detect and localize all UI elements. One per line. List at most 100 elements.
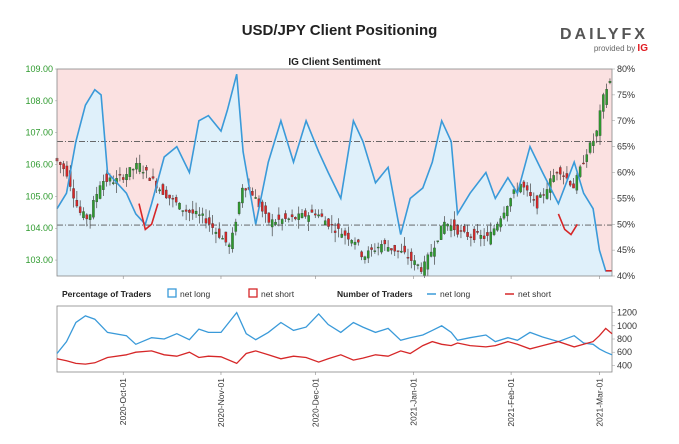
legend-count-net-short-label: net short <box>518 289 552 299</box>
candle-body <box>323 220 327 226</box>
right-tick-label: 55% <box>617 193 635 203</box>
net-short-pct-line <box>557 213 578 236</box>
candle-body <box>575 175 579 191</box>
candle-body <box>482 235 486 239</box>
candle-body <box>221 238 224 240</box>
candle-body <box>380 244 383 253</box>
candle-body <box>145 167 148 171</box>
candle-body <box>605 89 608 105</box>
candle-body <box>489 231 493 245</box>
candle-body <box>65 165 69 177</box>
candle-body <box>419 267 423 272</box>
candle-body <box>224 231 228 243</box>
candle-body <box>125 174 128 181</box>
candle-body <box>194 210 198 215</box>
right-tick-label: 50% <box>617 219 635 229</box>
candle-body <box>184 209 188 212</box>
candle-body <box>578 166 582 177</box>
candle-body <box>158 189 161 192</box>
candle-body <box>165 189 168 199</box>
candle-body <box>568 181 572 186</box>
candle-body <box>472 228 476 241</box>
candle-body <box>386 247 390 252</box>
candle-body <box>237 202 241 214</box>
x-tick-label: 2020-Dec-01 <box>311 378 321 427</box>
bottom-panel-frame <box>56 305 613 373</box>
candle-body <box>118 174 122 176</box>
candle-body <box>383 240 387 245</box>
legend-percentage-title: Percentage of Traders <box>62 289 152 299</box>
candle-body <box>284 213 287 219</box>
candle-body <box>502 212 506 219</box>
logo-word-left: DAILY <box>560 26 622 43</box>
candle-body <box>535 195 539 209</box>
candle-body <box>174 197 178 203</box>
candle-body <box>138 163 142 172</box>
ig-logo-mark: IG <box>637 43 648 54</box>
candle-body <box>59 162 62 165</box>
net-short-pct-line <box>138 203 159 231</box>
candle-body <box>148 177 151 181</box>
candle-body <box>191 209 195 214</box>
candle-body <box>337 223 340 229</box>
right-tick-label: 80% <box>617 64 635 74</box>
count-tick-label: 1200 <box>617 308 637 318</box>
net-long-pct-line <box>56 73 612 272</box>
candle-body <box>340 233 344 238</box>
candle-body <box>479 234 483 239</box>
candle-body <box>254 197 257 199</box>
candle-body <box>416 264 420 266</box>
left-tick-label: 108.00 <box>25 96 53 106</box>
candle-body <box>588 142 592 153</box>
candle-body <box>357 239 360 243</box>
legend-net-long-box <box>167 288 177 298</box>
candle-body <box>234 221 238 232</box>
left-tick-label: 109.00 <box>25 64 53 74</box>
candle-body <box>208 217 211 225</box>
candle-body <box>188 209 191 213</box>
net-short-count-line <box>56 327 613 365</box>
candle-body <box>307 215 310 222</box>
candle-body <box>506 206 509 217</box>
candle-body <box>559 167 562 175</box>
candle-body <box>542 194 545 196</box>
candle-body <box>251 191 254 196</box>
candle-body <box>178 202 181 210</box>
candle-body <box>532 199 536 201</box>
candle-body <box>78 206 82 213</box>
candle-body <box>85 214 89 220</box>
candle-body <box>466 232 469 237</box>
candle-body <box>330 224 334 226</box>
candle-body <box>198 214 201 216</box>
candle-body <box>525 185 529 191</box>
candle-body <box>446 223 449 227</box>
left-tick-label: 105.00 <box>25 191 53 201</box>
count-tick-label: 600 <box>617 347 632 357</box>
candle-body <box>141 172 145 174</box>
candle-body <box>112 182 115 184</box>
candle-body <box>463 225 466 232</box>
candle-body <box>304 210 307 217</box>
candle-body <box>353 241 357 245</box>
candle-body <box>75 199 79 207</box>
candle-body <box>131 168 135 171</box>
candle-body <box>390 248 393 251</box>
candle-body <box>82 211 85 219</box>
candle-body <box>95 193 98 203</box>
candle-body <box>300 213 304 218</box>
candle-body <box>509 198 512 207</box>
legend-net-short-box <box>248 288 258 298</box>
candle-body <box>529 192 532 197</box>
x-tick-label: 2020-Nov-01 <box>216 378 226 427</box>
candle-body <box>161 184 165 195</box>
left-tick-label: 107.00 <box>25 128 53 138</box>
candle-body <box>439 225 443 240</box>
candle-body <box>333 230 337 233</box>
candle-body <box>360 251 363 258</box>
count-tick-label: 400 <box>617 360 632 370</box>
candle-body <box>151 176 155 179</box>
logo-word-right: FX <box>621 26 648 43</box>
candle-body <box>92 200 95 218</box>
candle-body <box>539 194 542 198</box>
candle-body <box>181 210 185 212</box>
